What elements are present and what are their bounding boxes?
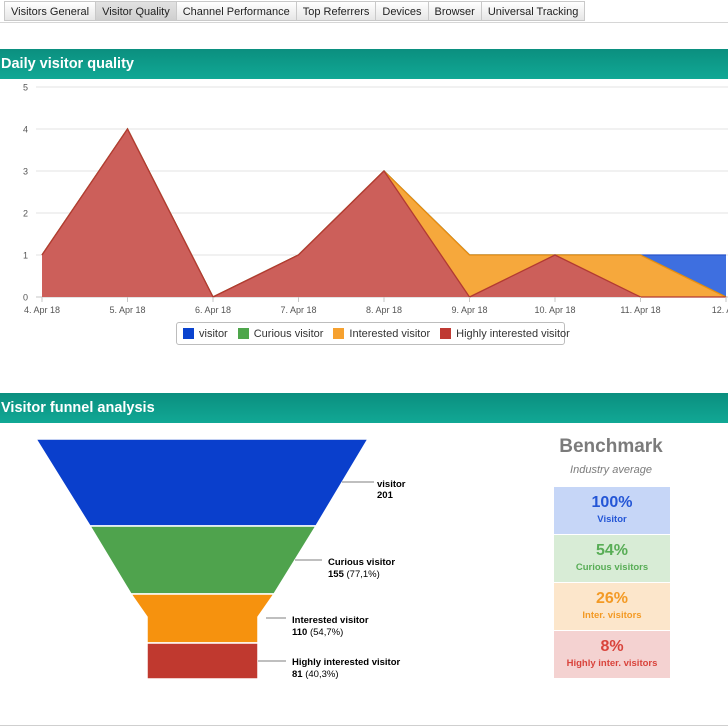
funnel-label-name: Highly interested visitor (292, 657, 401, 668)
funnel-label-pct: (77,1%) (347, 569, 380, 580)
funnel-section-header: Visitor funnel analysis (0, 393, 728, 423)
legend-swatch (440, 328, 452, 339)
legend-item-visitor[interactable]: visitor (183, 328, 228, 340)
y-tick-label: 4 (23, 125, 28, 135)
visitor-funnel: visitor 201 Curious visitor 155 (77,1%) … (34, 438, 406, 680)
funnel-label-value: 110 (292, 627, 307, 638)
funnel-segment-curious-visitor[interactable] (88, 525, 318, 595)
benchmark-card-visitor: 100% Visitor (554, 487, 670, 534)
funnel-segment-highly-interested-visitor[interactable] (146, 642, 259, 680)
legend-swatch (333, 328, 345, 339)
legend-label: Interested visitor (349, 327, 431, 340)
funnel-label-value: 201 (377, 490, 394, 501)
funnel-label-name: Curious visitor (328, 557, 395, 568)
x-tick-label: 10. Apr 18 (534, 305, 575, 315)
legend-item-highly-interested-visitor[interactable]: Highly interested visitor (440, 328, 570, 340)
benchmark-percent: 26% (595, 590, 629, 607)
benchmark-percent: 100% (591, 494, 633, 511)
funnel-label-pct: (54,7%) (310, 627, 343, 638)
tab-top-referrers[interactable]: Top Referrers (295, 1, 376, 21)
x-axis: 4. Apr 18 5. Apr 18 6. Apr 18 7. Apr 18 8. A… (24, 297, 728, 315)
funnel-label-pct: (40,3%) (305, 669, 338, 680)
x-tick-label: 11. Apr 18 (620, 305, 660, 315)
y-tick-label: 2 (23, 209, 28, 219)
benchmark-label: Visitor (597, 514, 627, 525)
daily-section-title: Daily visitor quality (1, 56, 134, 72)
funnel-label-value: 155 (328, 569, 345, 580)
tab-visitors-general[interactable]: Visitors General (4, 1, 96, 21)
funnel-segment-visitor[interactable] (34, 438, 370, 527)
funnel-label-value-line: 155 (77,1%) (328, 569, 380, 580)
funnel-segment-interested-visitor[interactable] (129, 593, 276, 644)
funnel-section-title: Visitor funnel analysis (1, 400, 155, 416)
y-axis: 0 1 2 3 4 5 (23, 83, 28, 303)
funnel-label-value: 81 (292, 669, 303, 680)
benchmark-label: Inter. visitors (582, 610, 642, 621)
tab-divider (0, 22, 728, 23)
y-tick-label: 5 (23, 83, 28, 93)
x-tick-label: 6. Apr 18 (195, 305, 231, 315)
legend-label: Curious visitor (253, 327, 324, 340)
y-tick-label: 1 (23, 251, 28, 261)
benchmark-card-curious: 54% Curious visitors (554, 535, 670, 582)
tab-devices[interactable]: Devices (375, 1, 428, 21)
funnel-label-value-line: 110 (54,7%) (292, 627, 343, 638)
x-tick-label: 5. Apr 18 (109, 305, 145, 315)
x-tick-label: 12. Apr (712, 305, 728, 315)
legend-label: visitor (199, 327, 228, 340)
benchmark-label: Highly inter. visitors (566, 658, 658, 669)
chart-legend: visitor Curious visitor Interested visit… (176, 322, 570, 345)
daily-quality-chart: 0 1 2 3 4 5 4. Apr 18 5. Apr 18 6. Apr 18 7. Apr… (23, 83, 728, 315)
benchmark-label: Curious visitors (575, 562, 649, 573)
legend-item-curious-visitor[interactable]: Curious visitor (237, 327, 324, 340)
page-bottom-divider (0, 725, 728, 726)
x-tick-label: 7. Apr 18 (280, 305, 316, 315)
benchmark-card-highly-interested: 8% Highly inter. visitors (554, 631, 670, 678)
line-highly-interested-visitor (41, 127, 726, 298)
benchmark-percent: 54% (595, 542, 629, 559)
funnel-label-value-line: 81 (40,3%) (292, 669, 338, 680)
daily-section-header: Daily visitor quality (0, 49, 728, 79)
tab-bar: Visitors General Visitor Quality Channel… (4, 1, 586, 22)
tab-channel-performance[interactable]: Channel Performance (175, 1, 296, 21)
legend-item-interested-visitor[interactable]: Interested visitor (333, 328, 430, 340)
legend-swatch (237, 328, 249, 339)
funnel-label-name: Interested visitor (292, 615, 369, 626)
y-tick-label: 3 (23, 167, 28, 177)
tab-universal-tracking[interactable]: Universal Tracking (480, 1, 586, 21)
benchmark-percent: 8% (600, 638, 624, 655)
legend-label: Highly interested visitor (456, 327, 570, 340)
legend-swatch (183, 328, 194, 339)
chart-areas (41, 127, 727, 298)
tab-browser[interactable]: Browser (427, 1, 481, 21)
funnel-label-name: visitor (377, 479, 406, 490)
benchmark-title: Benchmark (559, 436, 663, 457)
benchmark-card-interested: 26% Inter. visitors (554, 583, 670, 630)
y-tick-label: 0 (23, 293, 28, 303)
benchmark-subtitle: Industry average (570, 464, 652, 476)
x-tick-label: 8. Apr 18 (366, 305, 402, 315)
x-tick-label: 9. Apr 18 (451, 305, 487, 315)
tab-visitor-quality[interactable]: Visitor Quality (95, 1, 176, 21)
x-tick-label: 4. Apr 18 (24, 305, 60, 315)
